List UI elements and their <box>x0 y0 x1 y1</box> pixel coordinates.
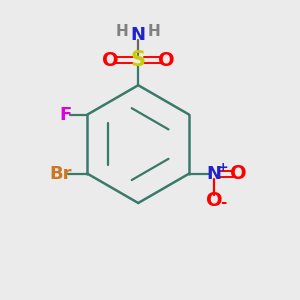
Text: O: O <box>158 51 175 70</box>
Text: O: O <box>102 51 119 70</box>
Text: H: H <box>116 24 128 39</box>
Text: O: O <box>206 190 223 210</box>
Text: O: O <box>230 164 247 183</box>
Text: N: N <box>207 165 222 183</box>
Text: Br: Br <box>50 165 72 183</box>
Text: S: S <box>131 50 146 70</box>
Text: N: N <box>131 26 146 44</box>
Text: -: - <box>220 196 226 211</box>
Text: +: + <box>218 161 228 174</box>
Text: F: F <box>59 106 71 124</box>
Text: H: H <box>148 24 161 39</box>
